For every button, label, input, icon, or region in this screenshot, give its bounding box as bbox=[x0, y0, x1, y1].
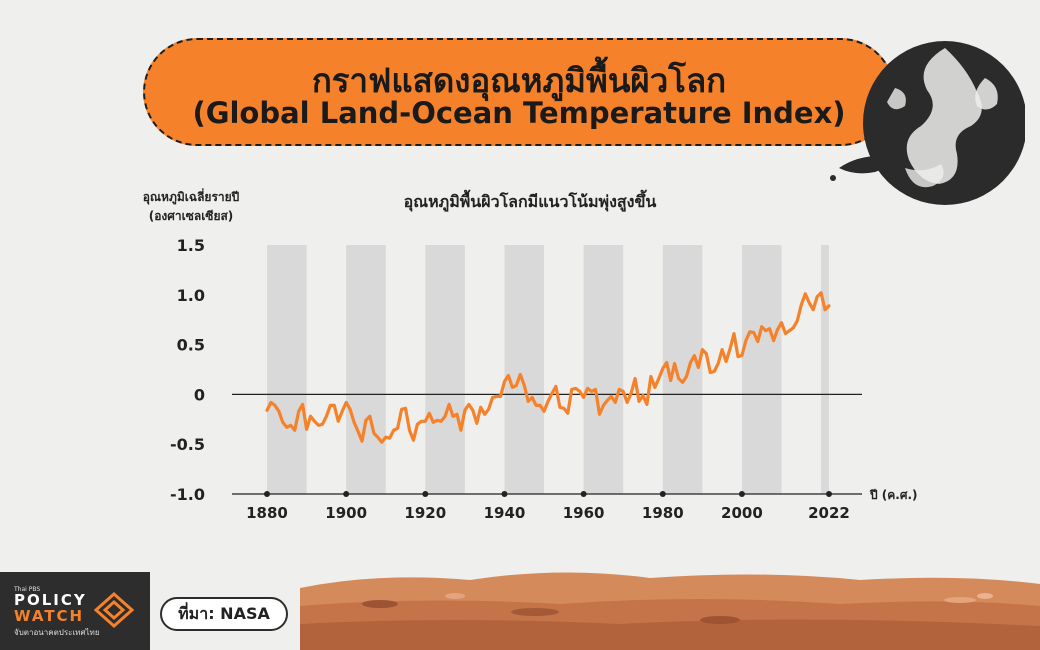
x-tick-dot-1 bbox=[343, 491, 350, 497]
source-badge: ที่มา: NASA bbox=[160, 597, 288, 631]
x-tick-dot-7 bbox=[826, 491, 832, 497]
y-tick-label-1: 1.0 bbox=[177, 286, 205, 305]
x-tick-label-5: 1980 bbox=[642, 504, 684, 522]
decade-band-0 bbox=[267, 245, 307, 494]
logo-panel bbox=[0, 572, 150, 650]
x-tick-label-6: 2000 bbox=[721, 504, 763, 522]
logo-watch-text: WATCH bbox=[14, 607, 85, 625]
x-tick-dot-5 bbox=[659, 491, 666, 497]
logo-small-text: Thai PBS bbox=[14, 586, 41, 593]
title-banner: กราฟแสดงอุณหภูมิพื้นผิวโลก (Global Land-… bbox=[143, 38, 895, 146]
logo-diamond-icon bbox=[94, 592, 134, 628]
x-tick-label-0: 1880 bbox=[246, 504, 288, 522]
x-tick-dot-4 bbox=[580, 491, 587, 497]
y-tick-label-5: -1.0 bbox=[170, 485, 205, 504]
decade-band-1 bbox=[346, 245, 386, 494]
logo-policy-text: POLICY bbox=[14, 591, 87, 609]
decade-band-3 bbox=[504, 245, 545, 494]
chart-subtitle: อุณหภูมิพื้นผิวโลกมีแนวโน้มพุ่งสูงขึ้น bbox=[403, 192, 657, 211]
y-tick-label-3: 0 bbox=[194, 385, 205, 404]
globe-icon bbox=[830, 41, 1025, 205]
x-tick-dot-0 bbox=[264, 491, 270, 497]
y-tick-label-0: 1.5 bbox=[177, 236, 205, 255]
x-tick-dot-6 bbox=[738, 491, 745, 497]
y-tick-label-4: -0.5 bbox=[170, 435, 205, 454]
x-tick-dot-3 bbox=[501, 491, 508, 497]
decade-band-6 bbox=[741, 245, 782, 494]
x-tick-label-3: 1940 bbox=[484, 504, 526, 522]
chart-title-thai: กราฟแสดงอุณหภูมิพื้นผิวโลก bbox=[311, 61, 727, 100]
x-axis-label: ปี (ค.ศ.) bbox=[870, 488, 918, 502]
temperature-series-line-0 bbox=[265, 291, 831, 444]
decade-band-2 bbox=[425, 245, 465, 494]
chart-title-english: (Global Land-Ocean Temperature Index) bbox=[192, 96, 846, 130]
y-axis-label-line2: (องศาเซลเซียส) bbox=[148, 209, 234, 223]
x-tick-label-7: 2022 bbox=[808, 504, 850, 522]
x-tick-dot-2 bbox=[422, 491, 429, 497]
x-tick-label-4: 1960 bbox=[563, 504, 605, 522]
x-tick-label-1: 1900 bbox=[325, 504, 367, 522]
decade-band-7 bbox=[821, 245, 829, 494]
y-tick-label-2: 0.5 bbox=[177, 336, 205, 355]
decade-band-4 bbox=[583, 245, 624, 494]
x-tick-label-2: 1920 bbox=[404, 504, 446, 522]
y-axis-label: อุณหภูมิเฉลี่ยรายปี (องศาเซลเซียส) bbox=[132, 188, 250, 226]
y-axis-label-line1: อุณหภูมิเฉลี่ยรายปี bbox=[142, 190, 240, 204]
logo-tagline: จับตาอนาคตประเทศไทย bbox=[14, 628, 100, 637]
